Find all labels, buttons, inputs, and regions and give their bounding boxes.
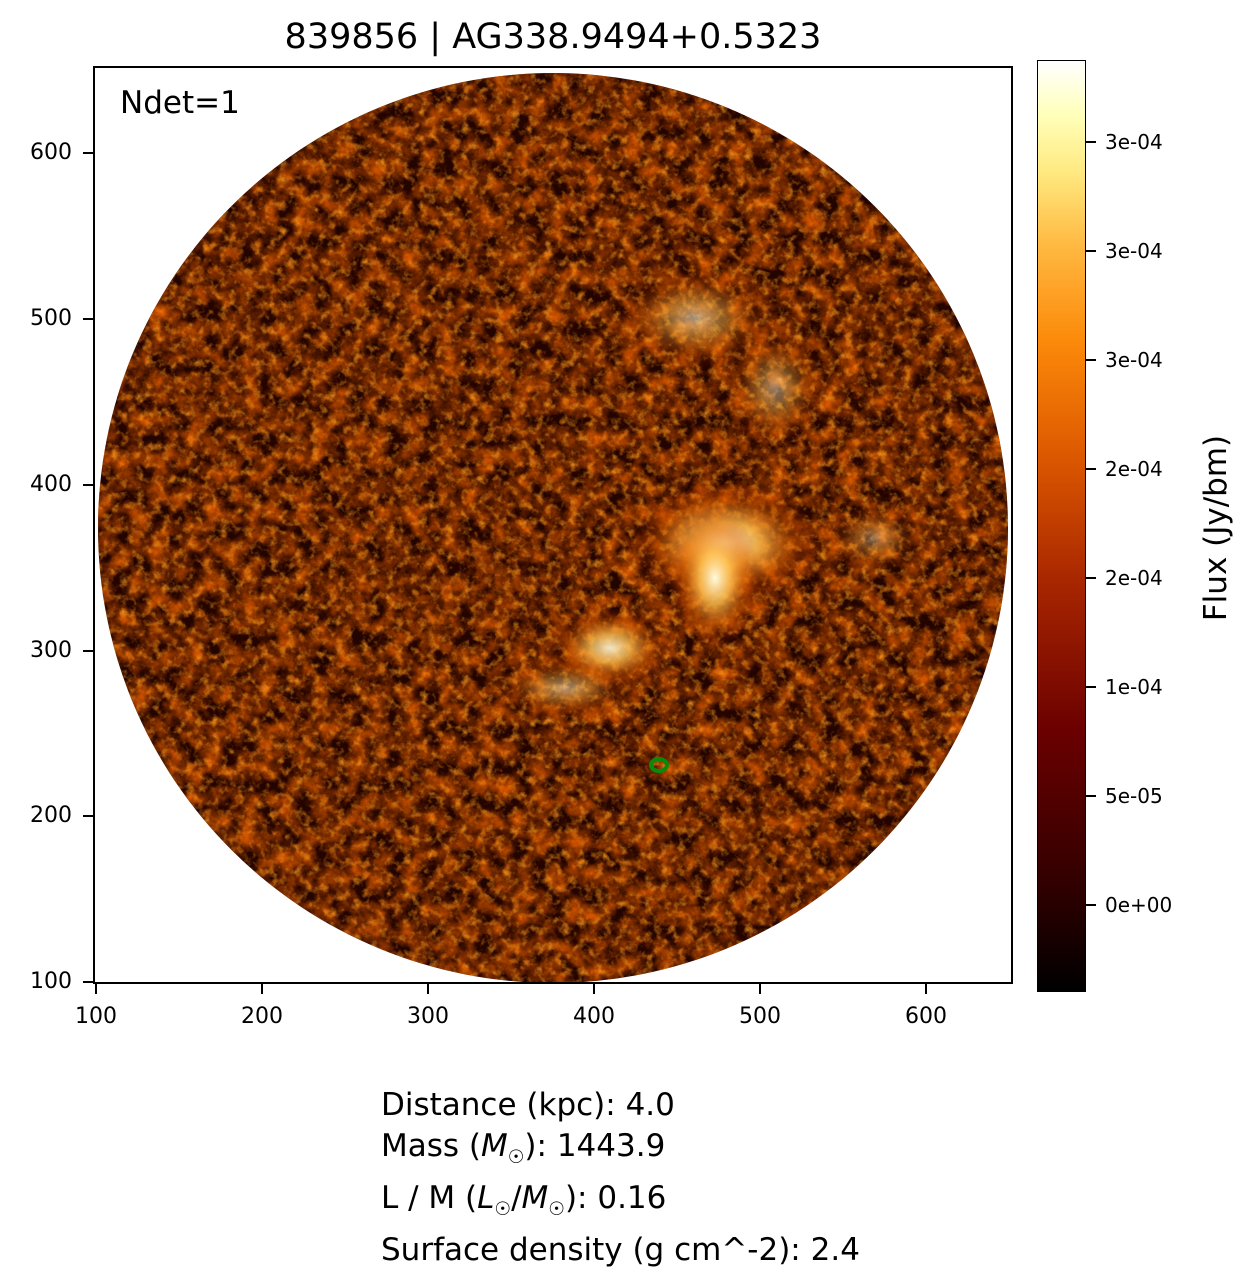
y-tick-label: 400: [30, 472, 72, 497]
colorbar-tick: [1086, 686, 1096, 688]
colorbar-tick-label: 3e-04: [1105, 239, 1163, 263]
y-tick: [83, 318, 93, 320]
colorbar-tick-label: 2e-04: [1105, 566, 1163, 590]
x-tick: [759, 984, 761, 994]
colorbar-tick-label: 2e-04: [1105, 457, 1163, 481]
y-tick: [83, 484, 93, 486]
x-tick: [95, 984, 97, 994]
colorbar: [1037, 60, 1086, 992]
lm-line: L / M (L☉/M☉): 0.16: [381, 1180, 667, 1221]
y-tick-label: 300: [30, 638, 72, 663]
ndet-annotation: Ndet=1: [120, 85, 240, 121]
x-tick-label: 600: [905, 1004, 947, 1029]
colorbar-tick-label: 3e-04: [1105, 348, 1163, 372]
colorbar-label: Flux (Jy/bm): [1198, 434, 1234, 622]
colorbar-tick: [1086, 468, 1096, 470]
x-tick-label: 500: [739, 1004, 781, 1029]
x-tick: [427, 984, 429, 994]
colorbar-tick: [1086, 577, 1096, 579]
colorbar-tick: [1086, 359, 1096, 361]
colorbar-tick: [1086, 795, 1096, 797]
flux-map: [98, 73, 1008, 982]
detection-marker: [649, 757, 669, 773]
x-tick: [593, 984, 595, 994]
colorbar-tick: [1086, 904, 1096, 906]
colorbar-tick-label: 3e-04: [1105, 130, 1163, 154]
image-frame: [93, 66, 1013, 984]
y-tick-label: 500: [30, 306, 72, 331]
y-tick-label: 600: [30, 140, 72, 165]
y-tick: [83, 152, 93, 154]
emission-disk: [98, 73, 1008, 982]
x-tick-label: 300: [407, 1004, 449, 1029]
y-tick: [83, 981, 93, 983]
y-tick: [83, 650, 93, 652]
colorbar-tick: [1086, 250, 1096, 252]
x-tick: [925, 984, 927, 994]
x-tick-label: 200: [241, 1004, 283, 1029]
colorbar-tick: [1086, 141, 1096, 143]
colorbar-tick-label: 1e-04: [1105, 675, 1163, 699]
y-tick-label: 100: [30, 969, 72, 994]
distance-line: Distance (kpc): 4.0: [381, 1087, 675, 1123]
x-tick: [261, 984, 263, 994]
surface-density-line: Surface density (g cm^-2): 2.4: [381, 1232, 860, 1269]
colorbar-tick-label: 0e+00: [1105, 893, 1173, 917]
mass-line: Mass (M☉): 1443.9: [381, 1128, 666, 1169]
x-tick-label: 100: [75, 1004, 117, 1029]
colorbar-tick-label: 5e-05: [1105, 784, 1163, 808]
y-tick-label: 200: [30, 803, 72, 828]
x-tick-label: 400: [573, 1004, 615, 1029]
y-tick: [83, 815, 93, 817]
info-block: Distance (kpc): 4.0 Mass (M☉): 1443.9 L …: [381, 1085, 860, 1271]
plot-title: 839856 | AG338.9494+0.5323: [284, 17, 822, 57]
